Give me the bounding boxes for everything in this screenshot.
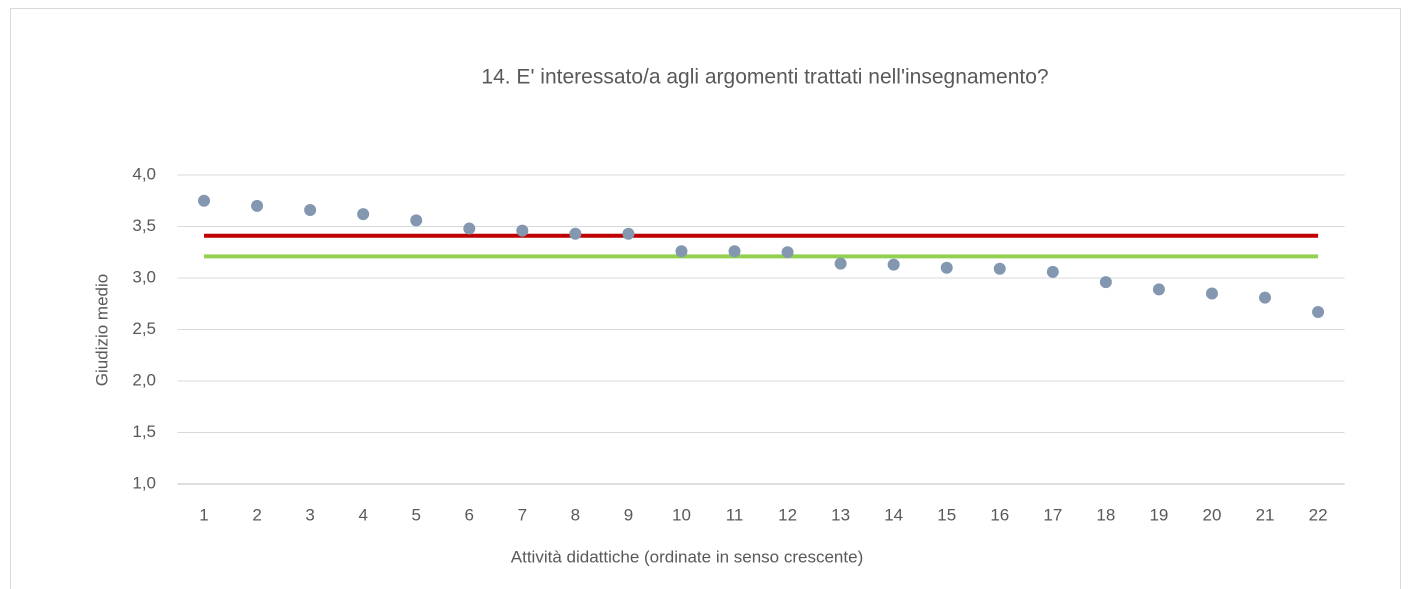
point — [251, 199, 264, 212]
x-tick-label: 18 — [1096, 505, 1115, 524]
x-tick-label: 15 — [937, 505, 956, 524]
x-tick-label: 9 — [624, 505, 633, 524]
x-tick-label: 8 — [571, 505, 580, 524]
x-tick-label: 17 — [1043, 505, 1062, 524]
x-tick-label: 19 — [1149, 505, 1168, 524]
x-tick-label: 14 — [884, 505, 903, 524]
y-axis-label: Giudizio medio — [92, 274, 111, 386]
x-axis-label: Attività didattiche (ordinate in senso c… — [511, 547, 863, 566]
x-tick-label: 11 — [726, 505, 744, 524]
y-tick-label: 1,0 — [132, 473, 156, 492]
point — [993, 262, 1006, 275]
point — [1312, 305, 1325, 318]
y-tick-label: 2,0 — [132, 370, 156, 389]
x-tick-label: 22 — [1309, 505, 1328, 524]
point — [728, 245, 741, 258]
x-tick-label: 3 — [305, 505, 314, 524]
x-tick-label: 12 — [778, 505, 797, 524]
point — [463, 222, 476, 235]
x-tick-label: 7 — [518, 505, 527, 524]
x-tick-label: 21 — [1256, 505, 1275, 524]
point — [622, 227, 635, 240]
point — [410, 214, 423, 227]
x-tick-label: 13 — [831, 505, 850, 524]
point — [940, 261, 953, 274]
x-tick-label: 1 — [199, 505, 208, 524]
point — [1099, 276, 1112, 289]
y-tick-label: 4,0 — [132, 164, 156, 183]
point — [198, 194, 211, 207]
point — [1205, 287, 1218, 300]
chart-frame — [10, 8, 1401, 589]
x-tick-label: 16 — [990, 505, 1009, 524]
point — [304, 204, 317, 217]
point — [781, 246, 794, 259]
y-tick-label: 2,5 — [132, 319, 156, 338]
x-tick-label: 20 — [1203, 505, 1222, 524]
x-tick-label: 2 — [252, 505, 261, 524]
point — [675, 245, 688, 258]
point — [887, 258, 900, 271]
point — [1046, 265, 1059, 278]
chart-title: 14. E' interessato/a agli argomenti trat… — [481, 66, 1048, 89]
x-tick-label: 4 — [358, 505, 367, 524]
x-tick-label: 5 — [411, 505, 420, 524]
point — [569, 227, 582, 240]
y-tick-label: 3,5 — [132, 216, 156, 235]
x-tick-label: 10 — [672, 505, 691, 524]
point — [1152, 283, 1165, 296]
point — [1259, 291, 1272, 304]
x-tick-label: 6 — [465, 505, 474, 524]
point — [834, 257, 847, 270]
y-tick-label: 1,5 — [132, 422, 156, 441]
point — [357, 208, 370, 221]
y-tick-label: 3,0 — [132, 267, 156, 286]
point — [516, 224, 529, 237]
